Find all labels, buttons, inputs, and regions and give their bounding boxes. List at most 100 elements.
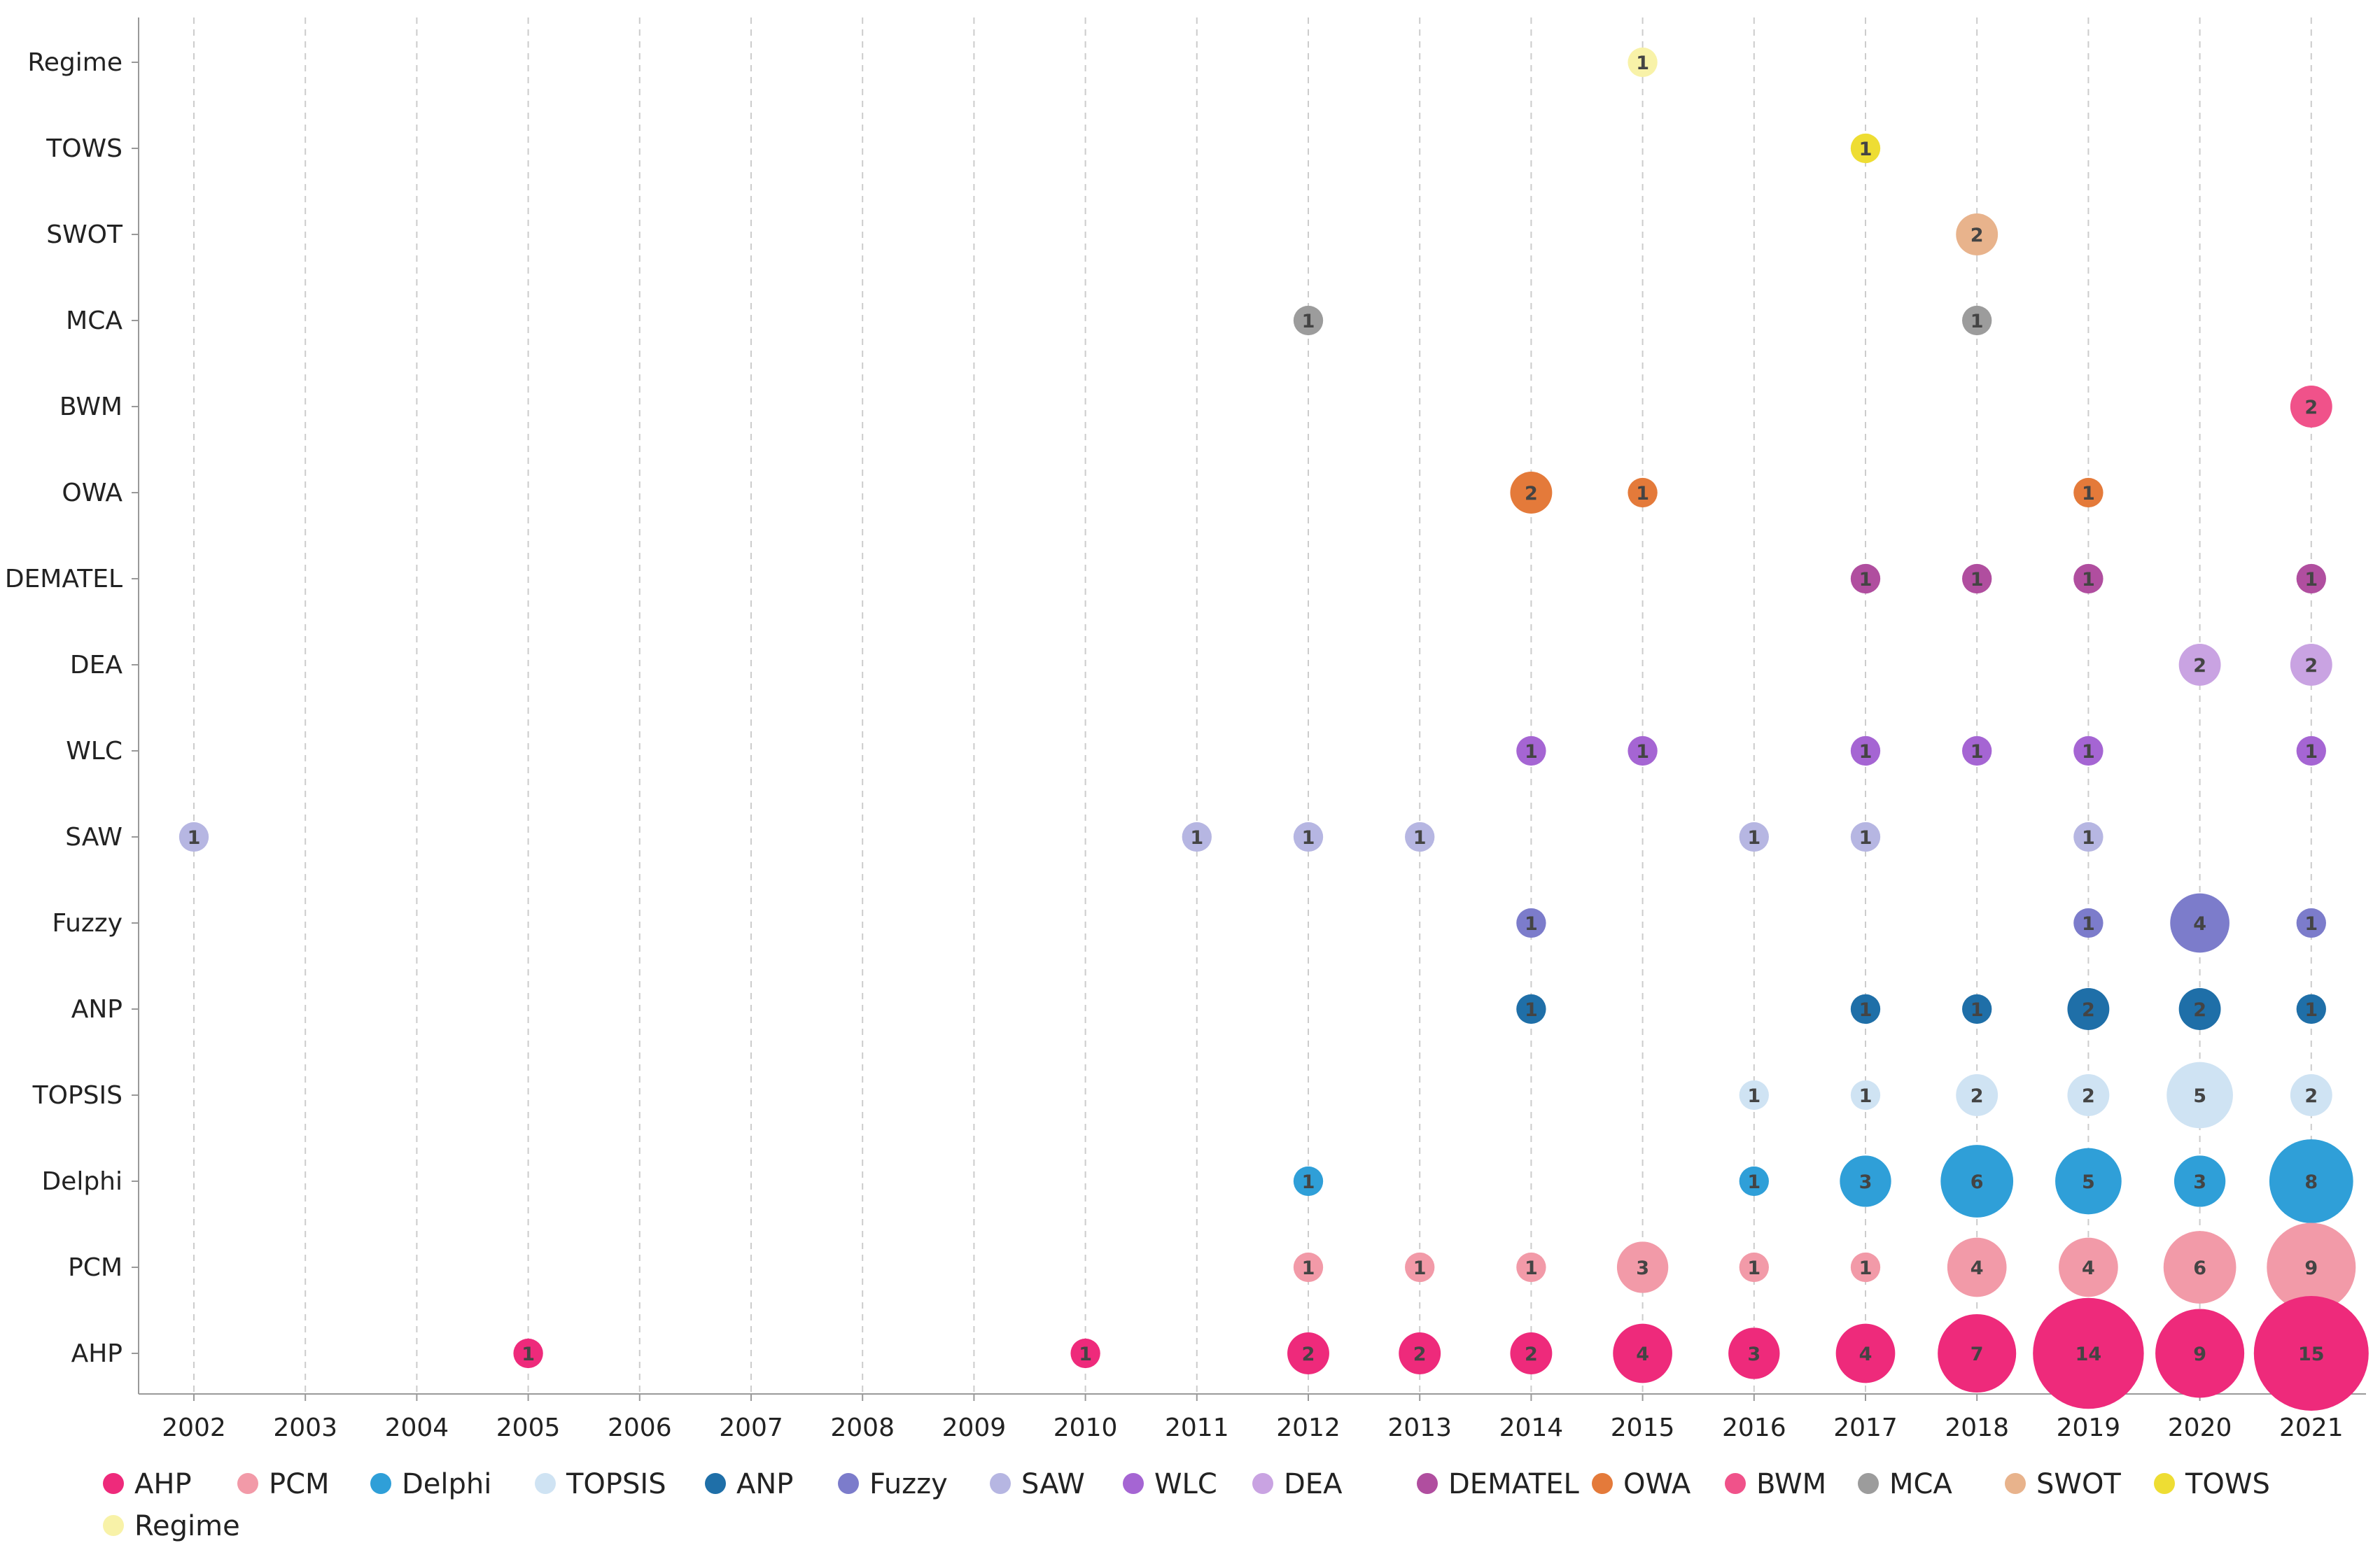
bubble-dea-2021 bbox=[2290, 644, 2332, 686]
bubble-ahp-2012 bbox=[1287, 1332, 1329, 1374]
bubble-value-label: 1 bbox=[1747, 827, 1760, 849]
legend-marker-anp bbox=[705, 1473, 726, 1494]
bubble-value-label: 2 bbox=[1970, 225, 1984, 246]
bubble-value-label: 1 bbox=[1413, 827, 1427, 849]
x-tick-label: 2018 bbox=[1945, 1414, 2009, 1442]
bubble-saw-2011 bbox=[1182, 822, 1212, 852]
bubble-owa-2014 bbox=[1510, 472, 1553, 514]
x-tick-label: 2007 bbox=[719, 1414, 783, 1442]
bubble-value-label: 6 bbox=[2193, 1257, 2206, 1279]
legend-label: MCA bbox=[1889, 1468, 1952, 1500]
bubble-value-label: 1 bbox=[1970, 311, 1984, 332]
bubble-value-label: 1 bbox=[2082, 569, 2095, 591]
bubble-pcm-2015 bbox=[1616, 1241, 1669, 1293]
legend-label: Fuzzy bbox=[869, 1468, 948, 1500]
bubble-ahp-2018 bbox=[1938, 1313, 2017, 1393]
y-tick-label: BWM bbox=[59, 393, 122, 421]
legend-label: PCM bbox=[269, 1468, 330, 1500]
bubble-value-label: 1 bbox=[1190, 827, 1203, 849]
bubble-anp-2018 bbox=[1962, 994, 1992, 1024]
legend-label: Regime bbox=[134, 1510, 240, 1542]
bubble-owa-2019 bbox=[2073, 477, 2104, 508]
bubble-ahp-2020 bbox=[2155, 1309, 2245, 1398]
legend-label: TOPSIS bbox=[566, 1468, 666, 1500]
bubble-delphi-2021 bbox=[2269, 1139, 2353, 1223]
bubble-anp-2020 bbox=[2178, 988, 2221, 1030]
bubble-value-label: 5 bbox=[2082, 1171, 2095, 1193]
bubble-wlc-2014 bbox=[1516, 735, 1546, 766]
bubble-saw-2012 bbox=[1293, 822, 1324, 852]
bubble-wlc-2019 bbox=[2073, 735, 2104, 766]
bubble-anp-2021 bbox=[2296, 994, 2326, 1024]
bubble-value-label: 3 bbox=[1747, 1344, 1760, 1365]
bubble-saw-2016 bbox=[1739, 822, 1769, 852]
bubble-topsis-2021 bbox=[2290, 1074, 2332, 1116]
legend-marker-delphi bbox=[370, 1473, 391, 1494]
x-tick-label: 2013 bbox=[1387, 1414, 1452, 1442]
bubble-mca-2018 bbox=[1962, 305, 1992, 336]
bubble-value-label: 2 bbox=[2082, 1085, 2095, 1107]
bubble-wlc-2015 bbox=[1628, 735, 1658, 766]
y-tick-label: OWA bbox=[62, 479, 122, 507]
bubble-value-label: 2 bbox=[2304, 655, 2318, 677]
bubble-value-label: 1 bbox=[1970, 741, 1984, 763]
legend-label: ANP bbox=[736, 1468, 793, 1500]
bubble-value-label: 2 bbox=[2193, 655, 2206, 677]
bubble-saw-2019 bbox=[2073, 822, 2104, 852]
legend-label: WLC bbox=[1154, 1468, 1217, 1500]
bubble-owa-2015 bbox=[1628, 477, 1658, 508]
x-tick-label: 2016 bbox=[1722, 1414, 1786, 1442]
legend-marker-topsis bbox=[535, 1473, 556, 1494]
legend-item-saw: SAW bbox=[990, 1468, 1085, 1500]
bubble-ahp-2010 bbox=[1070, 1338, 1100, 1369]
bubble-value-label: 2 bbox=[1413, 1344, 1427, 1365]
legend-label: OWA bbox=[1623, 1468, 1691, 1500]
y-tick-label: PCM bbox=[68, 1253, 122, 1282]
bubble-pcm-2012 bbox=[1293, 1252, 1324, 1283]
legend-item-delphi: Delphi bbox=[370, 1468, 491, 1500]
bubble-anp-2014 bbox=[1516, 994, 1546, 1024]
bubble-value-label: 1 bbox=[1302, 827, 1315, 849]
bubble-ahp-2014 bbox=[1510, 1332, 1553, 1374]
y-tick-label: TOPSIS bbox=[32, 1081, 122, 1110]
y-tick-labels: Regime TOWS SWOT MCA BWM OWA DEMATEL DEA WLC SAW F… bbox=[5, 48, 139, 1368]
legend-item-swot: SWOT bbox=[2005, 1468, 2121, 1500]
bubble-pcm-2021 bbox=[2267, 1223, 2356, 1312]
legend-item-dematel: DEMATEL bbox=[1417, 1468, 1580, 1500]
legend-item-pcm: PCM bbox=[237, 1468, 330, 1500]
bubble-value-label: 2 bbox=[1525, 1344, 1538, 1365]
y-tick-label: Fuzzy bbox=[52, 909, 122, 938]
bubble-value-label: 2 bbox=[2304, 1085, 2318, 1107]
bubble-value-label: 4 bbox=[1636, 1344, 1649, 1365]
bubble-ahp-2017 bbox=[1835, 1323, 1896, 1383]
x-tick-label: 2021 bbox=[2279, 1414, 2344, 1442]
bubble-value-label: 1 bbox=[1859, 139, 1872, 160]
bubble-value-label: 14 bbox=[2076, 1344, 2102, 1365]
bubble-value-label: 2 bbox=[1525, 483, 1538, 505]
y-tick-label: DEMATEL bbox=[5, 565, 122, 593]
legend-item-mca: MCA bbox=[1858, 1468, 1952, 1500]
bubble-fuzzy-2014 bbox=[1516, 908, 1546, 938]
bubble-value-label: 4 bbox=[2082, 1257, 2095, 1279]
legend-label: DEA bbox=[1284, 1468, 1343, 1500]
bubble-value-label: 1 bbox=[522, 1344, 535, 1365]
bubble-fuzzy-2020 bbox=[2170, 893, 2230, 953]
legend-label: DEMATEL bbox=[1448, 1468, 1580, 1500]
legend-marker-dea bbox=[1252, 1473, 1273, 1494]
bubble-value-label: 7 bbox=[1970, 1344, 1984, 1365]
x-tick-label: 2003 bbox=[273, 1414, 337, 1442]
bubble-value-label: 1 bbox=[1525, 913, 1538, 935]
bubble-saw-2017 bbox=[1850, 822, 1881, 852]
x-tick-label: 2010 bbox=[1054, 1414, 1118, 1442]
legend-marker-swot bbox=[2005, 1473, 2026, 1494]
legend-marker-owa bbox=[1592, 1473, 1613, 1494]
legend-marker-regime bbox=[103, 1515, 124, 1536]
bubble-value-label: 8 bbox=[2304, 1171, 2318, 1193]
bubble-dematel-2019 bbox=[2073, 563, 2104, 594]
legend-item-fuzzy: Fuzzy bbox=[838, 1468, 948, 1500]
bubble-value-label: 1 bbox=[1079, 1344, 1092, 1365]
legend-item-anp: ANP bbox=[705, 1468, 793, 1500]
bubble-value-label: 1 bbox=[1747, 1257, 1760, 1279]
bubble-ahp-2016 bbox=[1728, 1327, 1780, 1379]
x-tick-label: 2011 bbox=[1165, 1414, 1229, 1442]
